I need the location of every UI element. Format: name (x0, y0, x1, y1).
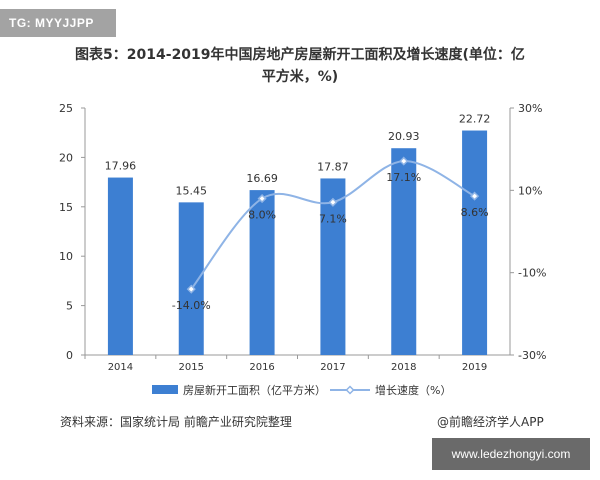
x-tick-label: 2015 (179, 362, 204, 373)
bar-value-label: 16.69 (246, 172, 278, 185)
legend-bar-label: 房屋新开工面积（亿平方米） (183, 383, 326, 397)
legend-line-label: 增长速度（%） (375, 383, 451, 397)
growth-point-2015 (186, 284, 196, 294)
bar-value-label: 17.96 (105, 160, 137, 173)
bar-2019 (462, 130, 488, 355)
source-note: 资料来源：国家统计局 前瞻产业研究院整理 (60, 415, 292, 429)
bar-value-label: 20.93 (388, 130, 420, 143)
left-tick-label: 10 (59, 250, 73, 263)
bar-2017 (320, 178, 346, 355)
x-tick-label: 2016 (249, 362, 274, 373)
chart-title: 图表5：2014-2019年中国房地产房屋新开工面积及增长速度(单位：亿平方米，… (75, 47, 525, 85)
right-tick-label: -30% (518, 349, 546, 362)
credit-note: @前瞻经济学人APP (437, 415, 544, 429)
growth-point-2017 (328, 197, 338, 207)
left-tick-label: 0 (66, 349, 73, 362)
right-tick-label: -10% (518, 267, 546, 280)
bar-value-label: 17.87 (317, 160, 349, 173)
legend-line-marker (345, 385, 355, 395)
bar-2015 (178, 202, 204, 355)
growth-point-2016 (257, 194, 267, 204)
legend-bar-swatch (152, 385, 178, 394)
bar-2018 (391, 148, 417, 355)
growth-value-label: 8.6% (461, 206, 489, 219)
growth-value-label: -14.0% (172, 299, 211, 312)
left-tick-label: 5 (66, 300, 73, 313)
x-tick-label: 2019 (462, 362, 487, 373)
right-tick-label: 30% (518, 102, 542, 115)
growth-value-label: 7.1% (319, 212, 347, 225)
growth-value-label: 8.0% (248, 209, 276, 222)
tag-label: TG: MYYJJPP (0, 9, 116, 37)
left-tick-label: 15 (59, 201, 73, 214)
x-tick-label: 2017 (320, 362, 345, 373)
left-tick-label: 25 (59, 102, 73, 115)
left-tick-label: 20 (59, 151, 73, 164)
bar-2014 (107, 177, 133, 355)
bar-value-label: 22.72 (459, 113, 491, 126)
growth-value-label: 17.1% (386, 171, 421, 184)
bar-value-label: 15.45 (176, 184, 208, 197)
x-tick-label: 2014 (108, 362, 133, 373)
growth-point-2018 (399, 156, 409, 166)
watermark-link[interactable]: www.ledezhongyi.com (432, 438, 590, 470)
x-tick-label: 2018 (391, 362, 416, 373)
growth-point-2019 (470, 191, 480, 201)
right-tick-label: 10% (518, 184, 542, 197)
bar-2016 (249, 190, 275, 355)
